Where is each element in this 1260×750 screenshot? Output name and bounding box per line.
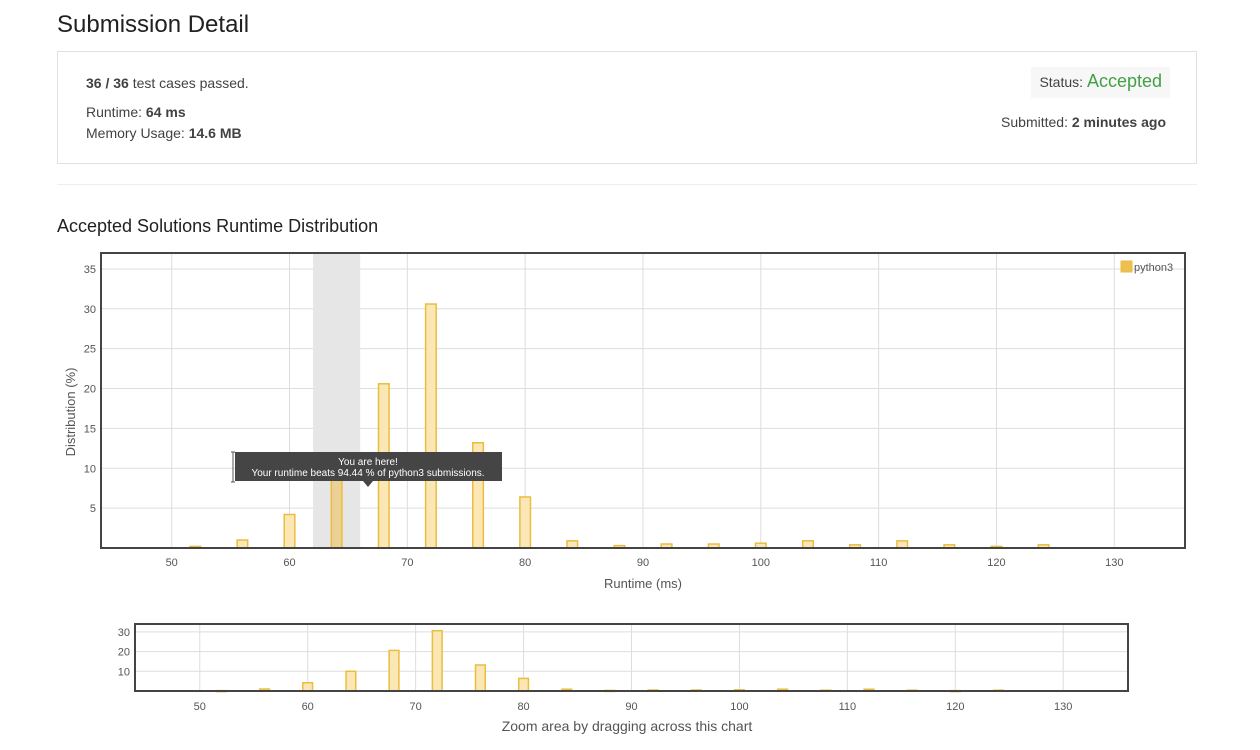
tooltip-box [235,452,502,481]
runtime-tooltip: You are here! Your runtime beats 94.44 %… [231,451,502,487]
memory-value: 14.6 MB [188,125,242,141]
main-x-ticks: 50 60 70 80 90 100 110 120 130 [166,557,1124,569]
x-tick-label: 80 [519,557,531,569]
runtime-value: 64 ms [145,104,186,120]
tooltip-bracket [231,451,235,483]
x-tick-label: 50 [166,557,178,569]
page-title: Submission Detail [57,11,250,38]
status-badge: Status: Accepted [1031,67,1170,98]
memory-line: Memory Usage: 14.6 MB [86,125,242,141]
bar-64[interactable] [345,670,357,692]
x-tick-label: 100 [730,701,748,713]
bar-80[interactable] [517,677,530,692]
x-tick-label: 100 [752,557,770,569]
submission-summary-card: 36 / 36 test cases passed. Runtime: 64 m… [57,51,1197,164]
legend-swatch [1120,260,1133,273]
zoom-caption: Zoom area by dragging across this chart [502,718,753,734]
test-cases-count: 36 / 36 [86,75,129,91]
y-tick-label: 20 [118,647,130,659]
bar-76[interactable] [474,664,486,692]
submitted-label: Submitted: [1001,114,1068,130]
zoom-chart-frame[interactable] [134,623,1129,692]
zoom-chart[interactable]: 50 60 70 80 90 100 110 120 130 10 20 30 [118,623,1129,713]
y-tick-label: 5 [90,503,96,515]
section-divider [57,184,1197,185]
zoom-y-ticks: 10 20 30 [118,627,130,678]
x-tick-label: 130 [1105,557,1123,569]
x-tick-label: 70 [401,557,413,569]
runtime-label: Runtime: [86,104,143,120]
bar-60[interactable] [302,681,314,692]
test-cases-line: 36 / 36 test cases passed. [86,75,249,91]
y-tick-label: 30 [84,304,96,316]
zoom-chart-grid [135,624,1128,691]
memory-label: Memory Usage: [86,125,185,141]
y-tick-label: 15 [84,423,96,435]
x-axis-label: Runtime (ms) [604,576,682,591]
section-title: Accepted Solutions Runtime Distribution [57,216,379,236]
legend[interactable]: python3 [1120,260,1173,274]
x-tick-label: 90 [637,557,649,569]
x-tick-label: 90 [625,701,637,713]
status-value[interactable]: Accepted [1086,71,1162,91]
x-tick-label: 120 [946,701,964,713]
submitted-line: Submitted: 2 minutes ago [1001,114,1166,130]
bar-64[interactable] [330,479,343,549]
status-label: Status: [1039,74,1084,90]
x-tick-label: 80 [517,701,529,713]
bar-60[interactable] [283,513,296,549]
x-tick-label: 120 [987,557,1005,569]
main-y-ticks: 5 10 15 20 25 30 35 [84,264,96,515]
bar-84[interactable] [566,540,579,549]
y-tick-label: 20 [84,384,96,396]
x-tick-label: 60 [302,701,314,713]
y-tick-label: 30 [118,627,130,639]
tooltip-arrow [363,481,373,487]
x-tick-label: 50 [194,701,206,713]
test-cases-text: test cases passed. [132,75,249,91]
y-tick-label: 35 [84,264,96,276]
y-tick-label: 10 [84,463,96,475]
zoom-chart-bars [215,629,1005,693]
tooltip-line2: Your runtime beats 94.44 % of python3 su… [251,468,484,479]
y-axis-label: Distribution (%) [63,368,78,457]
bar-56[interactable] [236,539,249,549]
x-tick-label: 60 [283,557,295,569]
main-chart-grid [101,253,1185,548]
bar-80[interactable] [519,496,532,549]
y-tick-label: 10 [118,666,130,678]
x-tick-label: 70 [410,701,422,713]
main-chart-frame [100,252,1186,549]
bar-104[interactable] [801,540,815,549]
bar-72[interactable] [431,629,443,692]
x-tick-label: 110 [839,701,857,713]
x-tick-label: 130 [1054,701,1072,713]
zoom-x-ticks: 50 60 70 80 90 100 110 120 130 [194,701,1073,713]
runtime-line: Runtime: 64 ms [86,104,186,120]
submitted-value: 2 minutes ago [1071,114,1166,130]
bar-72[interactable] [424,303,437,549]
y-tick-label: 25 [84,344,96,356]
legend-label: python3 [1134,262,1173,274]
bar-112[interactable] [896,540,909,549]
bar-68[interactable] [388,649,400,692]
tooltip-line1: You are here! [338,457,398,468]
x-tick-label: 110 [870,557,888,569]
